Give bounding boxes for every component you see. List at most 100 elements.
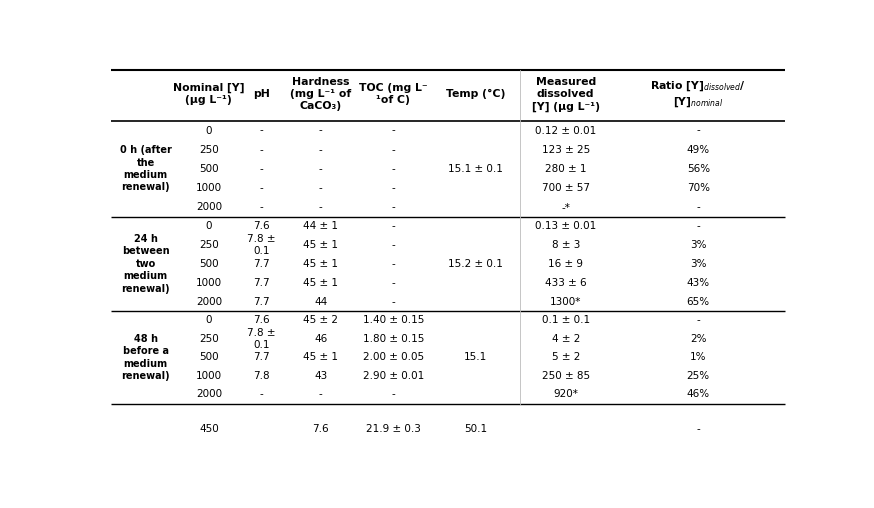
Text: -: - [392,259,395,269]
Text: 7.7: 7.7 [253,297,270,307]
Text: -: - [392,278,395,288]
Text: TOC (mg L⁻
¹of C): TOC (mg L⁻ ¹of C) [359,83,427,105]
Text: 7.7: 7.7 [253,259,270,269]
Text: -: - [319,183,323,193]
Text: 15.1 ± 0.1: 15.1 ± 0.1 [448,164,503,174]
Text: 45 ± 1: 45 ± 1 [303,240,338,250]
Text: 1000: 1000 [196,278,222,288]
Text: 4 ± 2: 4 ± 2 [551,334,580,344]
Text: Measured
dissolved
[Y] (µg L⁻¹): Measured dissolved [Y] (µg L⁻¹) [531,77,600,112]
Text: 46%: 46% [687,389,710,399]
Text: 7.6: 7.6 [253,221,270,231]
Text: -: - [392,125,395,136]
Text: -: - [697,424,700,434]
Text: 65%: 65% [687,297,710,307]
Text: 700 ± 57: 700 ± 57 [542,183,590,193]
Text: 1.80 ± 0.15: 1.80 ± 0.15 [363,334,424,344]
Text: pH: pH [253,89,270,99]
Text: 15.2 ± 0.1: 15.2 ± 0.1 [448,259,503,269]
Text: 0.12 ± 0.01: 0.12 ± 0.01 [535,125,596,136]
Text: 2000: 2000 [196,297,222,307]
Text: 2.00 ± 0.05: 2.00 ± 0.05 [363,353,424,362]
Text: -: - [697,202,700,212]
Text: 7.6: 7.6 [313,424,329,434]
Text: Nominal [Y]
(µg L⁻¹): Nominal [Y] (µg L⁻¹) [173,83,245,105]
Text: 15.1: 15.1 [464,353,487,362]
Text: 3%: 3% [690,240,706,250]
Text: -: - [392,145,395,154]
Text: -: - [392,297,395,307]
Text: -: - [697,315,700,326]
Text: 1%: 1% [690,353,706,362]
Text: 2%: 2% [690,334,706,344]
Text: 920*: 920* [553,389,579,399]
Text: 123 ± 25: 123 ± 25 [542,145,590,154]
Text: 50.1: 50.1 [464,424,487,434]
Text: -: - [260,202,263,212]
Text: 48 h
before a
medium
renewal): 48 h before a medium renewal) [121,334,170,381]
Text: 5 ± 2: 5 ± 2 [551,353,580,362]
Text: 16 ± 9: 16 ± 9 [548,259,583,269]
Text: 7.6: 7.6 [253,315,270,326]
Text: 280 ± 1: 280 ± 1 [545,164,586,174]
Text: -: - [319,389,323,399]
Text: -: - [260,183,263,193]
Text: 43: 43 [314,371,328,381]
Text: 8 ± 3: 8 ± 3 [551,240,580,250]
Text: 45 ± 1: 45 ± 1 [303,259,338,269]
Text: 45 ± 1: 45 ± 1 [303,278,338,288]
Text: 7.7: 7.7 [253,353,270,362]
Text: 43%: 43% [687,278,710,288]
Text: 49%: 49% [687,145,710,154]
Text: 0: 0 [205,315,212,326]
Text: 433 ± 6: 433 ± 6 [545,278,586,288]
Text: 0: 0 [205,221,212,231]
Text: Temp (°C): Temp (°C) [446,89,505,99]
Text: 250: 250 [199,145,218,154]
Text: 7.8: 7.8 [253,371,270,381]
Text: 0.13 ± 0.01: 0.13 ± 0.01 [535,221,596,231]
Text: -: - [260,125,263,136]
Text: 500: 500 [199,259,218,269]
Text: 250: 250 [199,240,218,250]
Text: -: - [319,202,323,212]
Text: 24 h
between
two
medium
renewal): 24 h between two medium renewal) [121,234,170,294]
Text: 70%: 70% [687,183,710,193]
Text: -: - [319,145,323,154]
Text: -: - [697,125,700,136]
Text: 45 ± 2: 45 ± 2 [303,315,338,326]
Text: -: - [392,221,395,231]
Text: 7.8 ±
0.1: 7.8 ± 0.1 [247,328,276,350]
Text: -: - [260,389,263,399]
Text: 2000: 2000 [196,202,222,212]
Text: 250: 250 [199,334,218,344]
Text: 56%: 56% [687,164,710,174]
Text: 0.1 ± 0.1: 0.1 ± 0.1 [542,315,590,326]
Text: 250 ± 85: 250 ± 85 [542,371,590,381]
Text: -: - [392,389,395,399]
Text: 46: 46 [314,334,328,344]
Text: 500: 500 [199,353,218,362]
Text: 44: 44 [314,297,328,307]
Text: 45 ± 1: 45 ± 1 [303,353,338,362]
Text: -: - [319,164,323,174]
Text: 7.7: 7.7 [253,278,270,288]
Text: 1000: 1000 [196,371,222,381]
Text: 44 ± 1: 44 ± 1 [303,221,338,231]
Text: -: - [392,164,395,174]
Text: -: - [392,240,395,250]
Text: -: - [392,202,395,212]
Text: 7.8 ±
0.1: 7.8 ± 0.1 [247,234,276,256]
Text: 3%: 3% [690,259,706,269]
Text: 0: 0 [205,125,212,136]
Text: 2000: 2000 [196,389,222,399]
Text: 25%: 25% [687,371,710,381]
Text: -: - [697,221,700,231]
Text: -: - [260,145,263,154]
Text: -: - [319,125,323,136]
Text: 450: 450 [199,424,218,434]
Text: Hardness
(mg L⁻¹ of
CaCO₃): Hardness (mg L⁻¹ of CaCO₃) [290,77,351,111]
Text: Ratio [Y]$_{dissolved}$/
[Y]$_{nominal}$: Ratio [Y]$_{dissolved}$/ [Y]$_{nominal}$ [650,79,746,109]
Text: -: - [392,183,395,193]
Text: 1300*: 1300* [550,297,581,307]
